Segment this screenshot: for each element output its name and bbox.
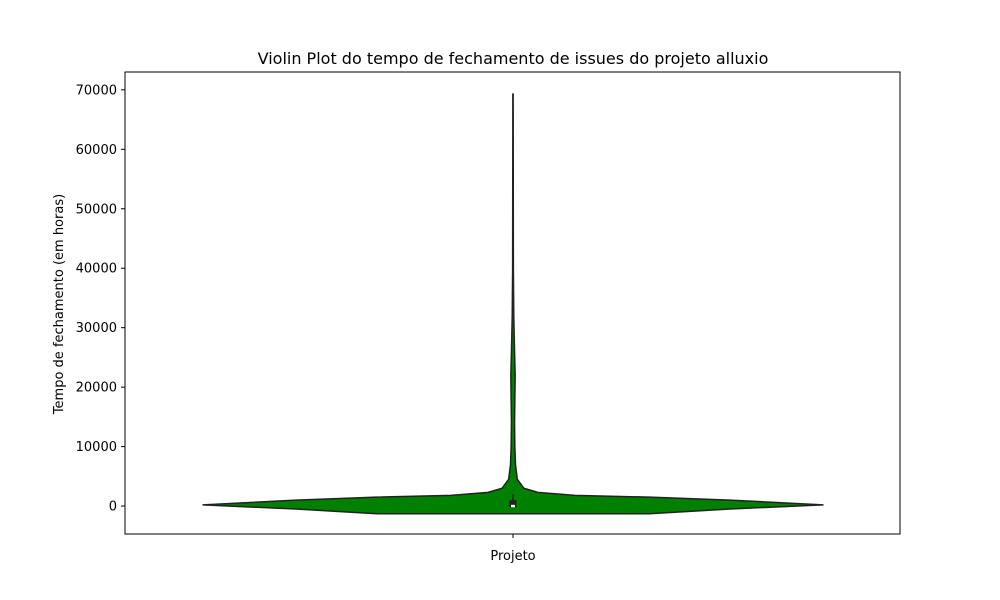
y-tick-label: 70000 — [76, 83, 117, 98]
x-axis: Projeto — [490, 534, 536, 564]
plot-area — [124, 71, 901, 535]
y-axis: 0 10000 20000 30000 40000 50000 60000 70000 — [76, 83, 125, 515]
y-tick-label: 10000 — [76, 440, 117, 455]
y-tick-label: 20000 — [76, 381, 117, 396]
violin-iqr-box — [509, 500, 517, 508]
chart-title: Violin Plot do tempo de fechamento de is… — [258, 49, 769, 68]
violin-group — [202, 93, 824, 515]
y-tick-label: 0 — [109, 500, 117, 515]
y-tick-label: 50000 — [76, 202, 117, 217]
violin-median — [511, 504, 515, 508]
y-tick-label: 40000 — [76, 262, 117, 277]
y-tick-label: 30000 — [76, 321, 117, 336]
x-tick-label: Projeto — [490, 549, 535, 564]
y-axis-label: Tempo de fechamento (em horas) — [52, 194, 67, 415]
box-group — [509, 494, 517, 508]
violin-body — [202, 93, 824, 515]
y-tick-label: 60000 — [76, 143, 117, 158]
